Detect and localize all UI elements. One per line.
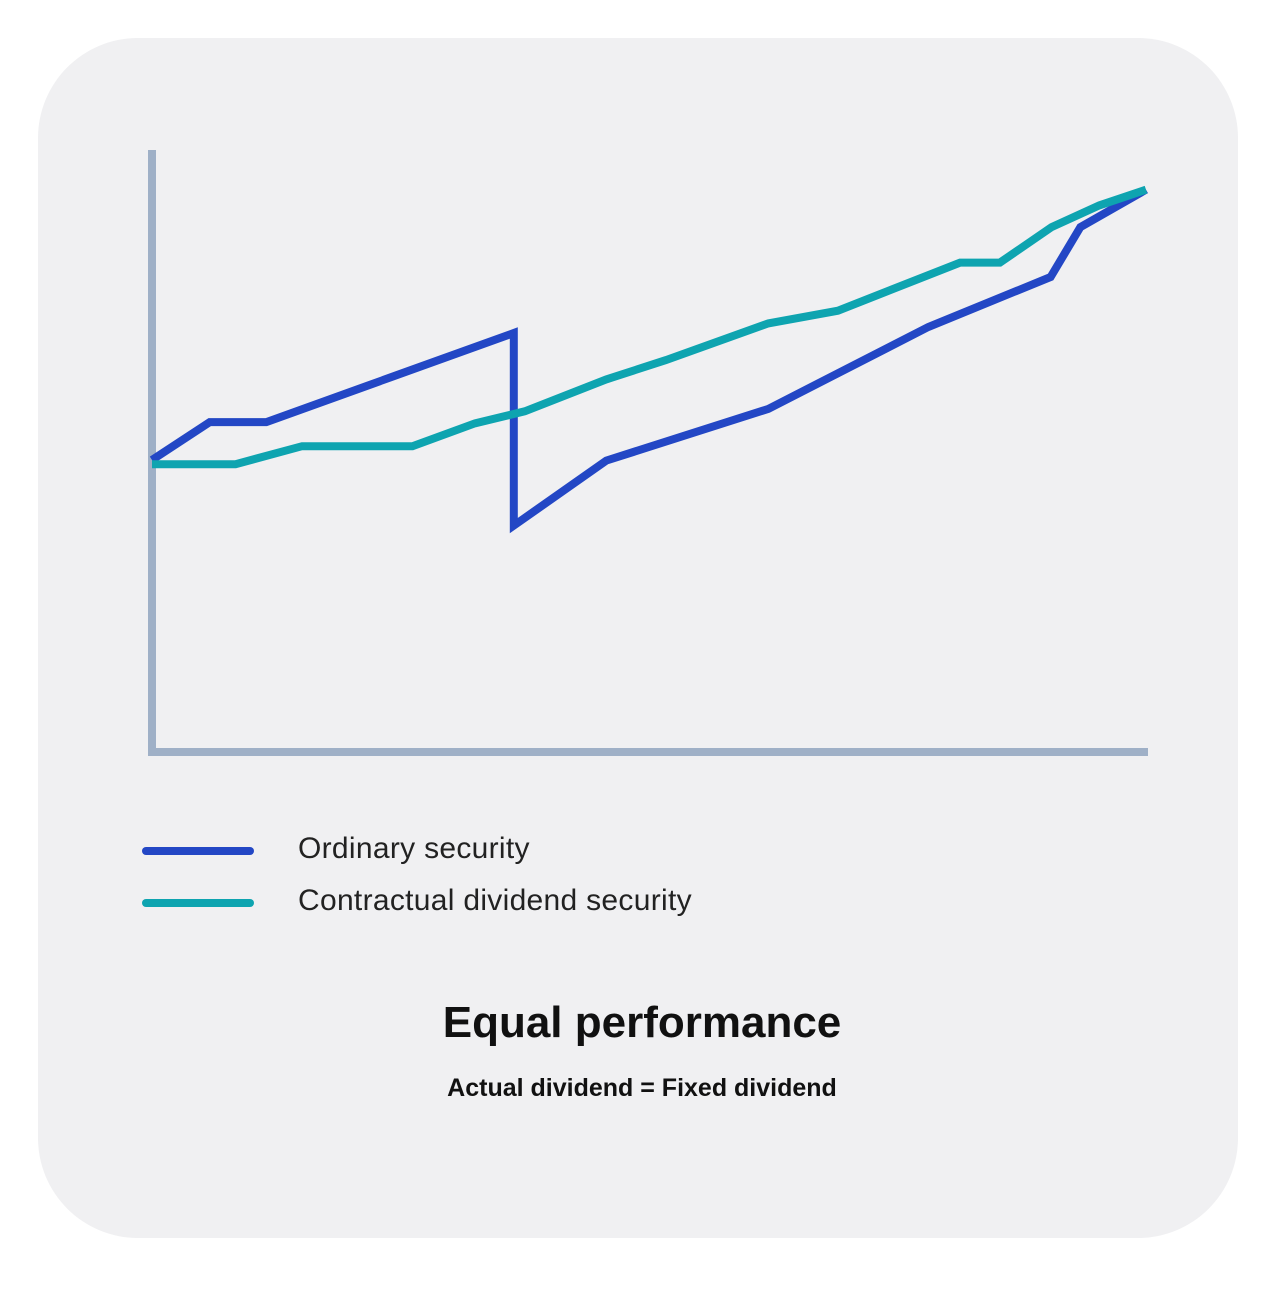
legend: Ordinary security Contractual dividend s… [140, 826, 840, 930]
chart-subtitle: Actual dividend = Fixed dividend [447, 1074, 837, 1102]
legend-swatch-ordinary [142, 847, 254, 855]
legend-swatch-contractual [142, 899, 254, 907]
legend-item-contractual: Contractual dividend security [140, 878, 840, 930]
legend-label-contractual: Contractual dividend security [298, 884, 692, 917]
chart-axes [148, 150, 1148, 756]
series-line-contractual-dividend-security [152, 185, 1148, 469]
series-line-ordinary-security [149, 186, 1148, 534]
legend-item-ordinary: Ordinary security [140, 826, 840, 878]
chart-series [149, 185, 1148, 534]
chart-title: Equal performance [442, 998, 842, 1047]
legend-label-ordinary: Ordinary security [298, 832, 530, 865]
